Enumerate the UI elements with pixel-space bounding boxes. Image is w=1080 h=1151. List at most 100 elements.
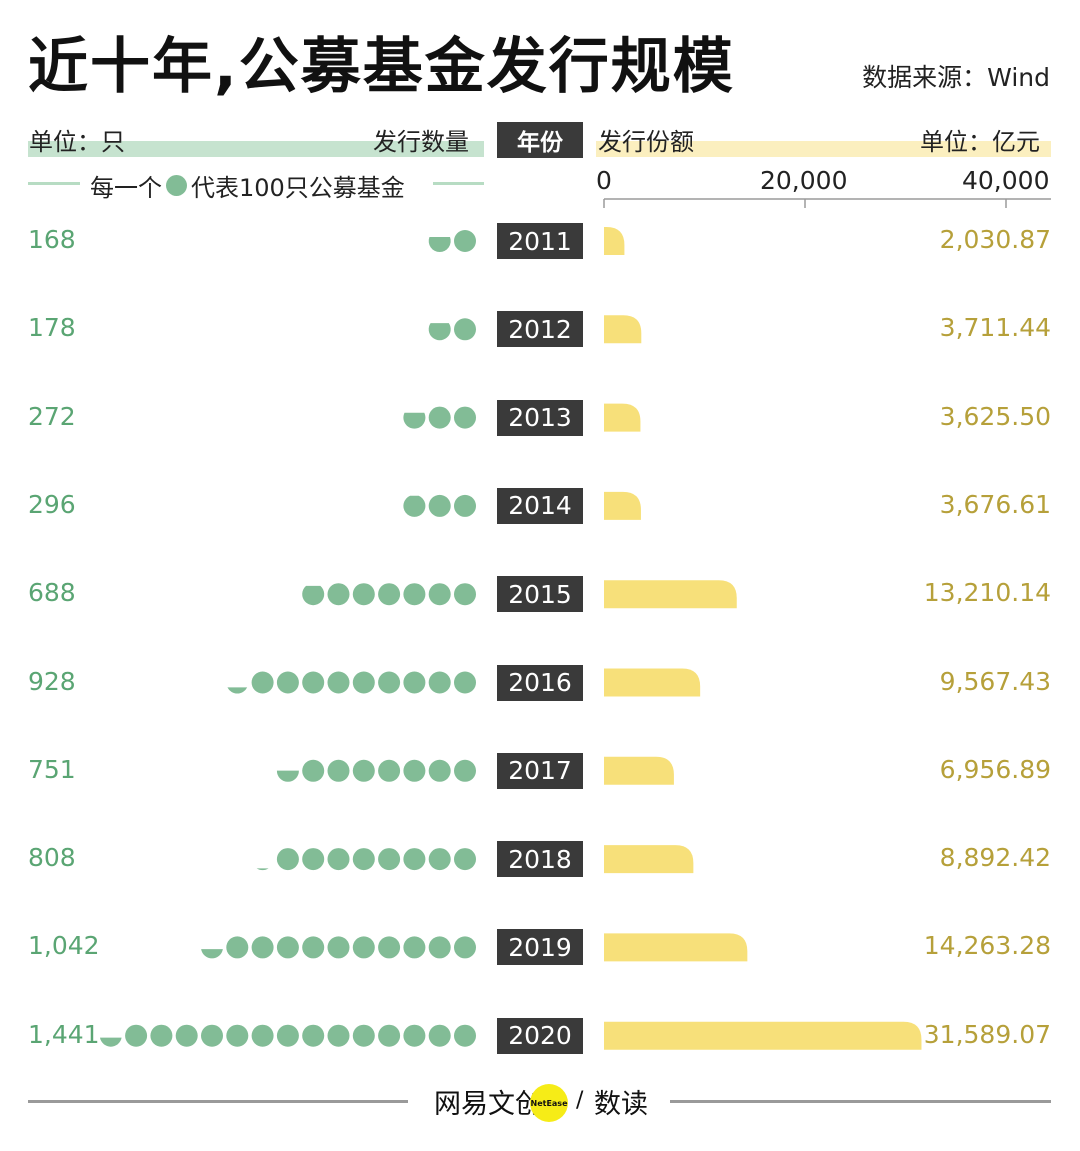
count-dot-partial-2012 <box>428 323 451 341</box>
count-label-2014: 296 <box>28 489 76 519</box>
footer-product: 数读 <box>594 1089 648 1120</box>
count-dot-2019-10 <box>226 936 249 959</box>
data-source: 数据来源：Wind <box>862 63 1050 92</box>
count-dot-2019-9 <box>251 936 274 959</box>
count-label-2013: 272 <box>28 401 76 431</box>
count-dot-2015-5 <box>352 583 375 606</box>
count-dot-2016-1 <box>454 671 476 694</box>
chart-title: 近十年,公募基金发行规模 <box>28 32 735 102</box>
amount-label-2018: 8,892.42 <box>939 843 1051 873</box>
count-dot-2019-7 <box>302 936 325 959</box>
count-dot-partial-2013 <box>403 412 426 429</box>
amount-bar-2011 <box>604 227 625 255</box>
legend-line-left <box>28 182 80 185</box>
count-dot-2017-7 <box>302 759 325 782</box>
count-dot-partial-2016 <box>227 687 248 694</box>
tick-label-0: 0 <box>596 166 612 195</box>
count-unit-label: 单位：只 <box>29 128 125 156</box>
count-dot-2018-3 <box>403 848 426 871</box>
tick-label-20000: 20,000 <box>760 166 848 195</box>
year-label-2013: 2013 <box>497 399 583 436</box>
count-header-band <box>28 141 484 157</box>
footer-brand: 网易文创 <box>434 1089 542 1120</box>
amount-label-2019: 14,263.28 <box>923 931 1051 961</box>
count-dot-2017-5 <box>352 759 375 782</box>
count-dot-2020-12 <box>175 1024 198 1047</box>
count-dot-2011-1 <box>454 230 476 252</box>
count-dot-2020-11 <box>201 1024 223 1047</box>
count-dot-2016-8 <box>276 671 299 694</box>
count-dot-2019-3 <box>403 936 426 959</box>
amount-label-2020: 31,589.07 <box>923 1019 1051 1049</box>
count-dot-2015-3 <box>403 583 426 606</box>
amount-bar-2013 <box>604 403 641 432</box>
count-dot-2013-2 <box>428 406 451 429</box>
count-dot-2020-7 <box>302 1024 325 1047</box>
legend-suffix: 代表100只公募基金 <box>191 174 405 202</box>
count-dot-partial-2011 <box>428 237 451 252</box>
count-dot-partial-2015 <box>302 585 325 606</box>
year-label-2020: 2020 <box>497 1017 583 1054</box>
count-dot-2017-3 <box>403 759 426 782</box>
count-dot-2020-1 <box>454 1024 476 1047</box>
count-dot-2016-5 <box>352 671 375 694</box>
year-label-2017: 2017 <box>497 752 583 789</box>
amount-label-2011: 2,030.87 <box>939 225 1051 254</box>
count-dot-2018-6 <box>327 848 350 871</box>
legend-line-right <box>433 182 484 185</box>
footer-line-right <box>670 1100 1051 1103</box>
count-label-2019: 1,042 <box>28 931 100 961</box>
amount-bar-2020 <box>604 1021 922 1050</box>
count-dot-2012-1 <box>454 318 476 341</box>
count-dot-2017-6 <box>327 759 350 782</box>
count-dot-2018-2 <box>428 848 451 871</box>
count-label-2015: 688 <box>28 578 76 608</box>
amount-label-2013: 3,625.50 <box>939 401 1051 431</box>
count-header-label: 发行数量 <box>373 128 469 156</box>
count-dot-2019-1 <box>454 936 476 959</box>
count-dot-partial-2020 <box>99 1037 122 1047</box>
footer-line-left <box>28 1100 408 1103</box>
count-dot-2016-2 <box>428 671 451 694</box>
count-dot-2014-2 <box>428 494 451 517</box>
amount-label-2012: 3,711.44 <box>939 313 1051 343</box>
count-dot-2013-1 <box>454 406 476 429</box>
count-dot-2015-1 <box>454 583 476 606</box>
netease-logo-badge: NetEase <box>530 1084 568 1122</box>
count-dot-2017-4 <box>378 759 401 782</box>
amount-label-2016: 9,567.43 <box>939 666 1051 696</box>
legend-dot-icon <box>166 175 187 196</box>
year-header: 年份 <box>497 122 583 158</box>
count-dot-2016-9 <box>251 671 274 694</box>
count-dot-partial-2019 <box>201 949 223 959</box>
count-dot-2018-7 <box>302 848 325 871</box>
tick-label-40000: 40,000 <box>962 166 1050 195</box>
year-label-2015: 2015 <box>497 576 583 613</box>
count-dot-2016-3 <box>403 671 426 694</box>
year-label-2016: 2016 <box>497 664 583 701</box>
amount-bar-2018 <box>604 845 694 874</box>
count-label-2012: 178 <box>28 313 76 343</box>
count-dot-2016-6 <box>327 671 350 694</box>
count-dot-2015-6 <box>327 583 350 606</box>
amount-bar-2019 <box>604 933 748 962</box>
count-label-2017: 751 <box>28 754 76 784</box>
count-dot-2020-5 <box>352 1024 375 1047</box>
amount-header-band <box>596 141 1051 157</box>
count-dot-2015-4 <box>378 583 401 606</box>
legend: 每一个 代表100只公募基金 <box>90 168 405 203</box>
amount-bar-2014 <box>604 491 641 520</box>
count-dot-2016-4 <box>378 671 401 694</box>
count-dot-2018-4 <box>378 848 401 871</box>
year-label-2019: 2019 <box>497 929 583 966</box>
amount-bar-2017 <box>604 756 674 785</box>
count-dot-2019-4 <box>378 936 401 959</box>
amount-label-2015: 13,210.14 <box>923 578 1051 608</box>
count-dot-2018-8 <box>276 848 299 871</box>
amount-header-label: 发行份额 <box>598 128 694 156</box>
count-label-2020: 1,441 <box>28 1019 100 1049</box>
legend-prefix: 每一个 <box>90 174 162 202</box>
year-label-2012: 2012 <box>497 311 583 348</box>
count-dot-2018-1 <box>454 848 476 871</box>
